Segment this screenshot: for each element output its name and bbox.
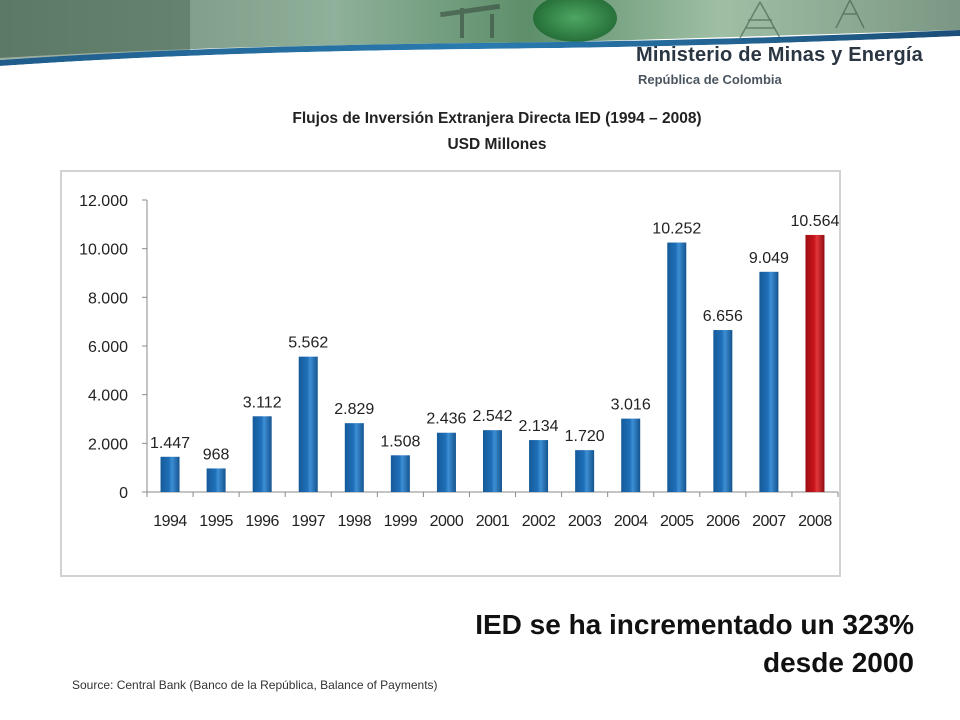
bar [252, 416, 272, 492]
data-label: 3.016 [611, 397, 651, 414]
banner-white-swoosh [0, 36, 960, 100]
x-tick-label: 2005 [660, 513, 694, 530]
y-tick-label: 6.000 [88, 339, 128, 356]
x-tick-label: 2000 [430, 513, 464, 530]
x-tick-label: 2006 [706, 513, 740, 530]
x-tick-label: 1996 [245, 513, 279, 530]
headline: IED se ha incrementado un 323% desde 200… [475, 606, 914, 682]
data-label: 6.656 [703, 308, 743, 325]
y-tick-label: 8.000 [88, 290, 128, 307]
chart-title-block: Flujos de Inversión Extranjera Directa I… [0, 106, 960, 158]
banner-blue-swoosh [0, 30, 960, 66]
headline-line-2: desde 2000 [763, 647, 914, 678]
x-tick-label: 2008 [798, 513, 832, 530]
ministry-name: Ministerio de Minas y Energía [636, 44, 923, 66]
banner-photo-strip [0, 0, 960, 58]
bar [436, 432, 456, 492]
data-label: 3.112 [243, 394, 282, 411]
data-label: 2.436 [426, 411, 466, 428]
data-label: 1.720 [565, 428, 605, 445]
x-tick-label: 1998 [338, 513, 372, 530]
data-label: 1.508 [380, 433, 420, 450]
bar [667, 242, 687, 492]
bar [483, 430, 502, 492]
globe-icon [533, 0, 617, 42]
power-tower-icon [739, 0, 865, 39]
x-tick-label: 1994 [153, 513, 187, 530]
y-tick-label: 4.000 [88, 388, 128, 405]
data-label: 2.542 [472, 408, 512, 425]
banner-dark-area [0, 0, 190, 60]
x-tick-label: 2003 [568, 513, 602, 530]
bar [206, 468, 226, 492]
bar [529, 440, 549, 492]
y-tick-label: 10.000 [79, 242, 128, 259]
chart-subtitle: USD Millones [447, 136, 547, 153]
bar [805, 234, 825, 492]
header-banner [0, 0, 960, 100]
bar [759, 271, 779, 492]
x-tick-label: 2002 [522, 513, 556, 530]
bar [713, 330, 733, 492]
data-label: 968 [203, 446, 230, 463]
republic-name: República de Colombia [638, 72, 782, 87]
data-label: 10.252 [652, 221, 701, 238]
bar [344, 423, 364, 492]
data-label: 9.049 [749, 250, 789, 267]
oil-pump-icon [440, 3, 501, 38]
data-label: 2.829 [334, 401, 374, 418]
y-tick-label: 12.000 [79, 193, 128, 210]
x-tick-label: 1997 [291, 513, 325, 530]
data-label: 2.134 [519, 418, 559, 435]
chart-frame [60, 170, 841, 577]
x-tick-label: 2004 [614, 513, 648, 530]
source-note: Source: Central Bank (Banco de la Repúbl… [72, 678, 438, 692]
data-label: 1.447 [150, 435, 190, 452]
chart-title: Flujos de Inversión Extranjera Directa I… [292, 110, 702, 127]
data-label: 5.562 [288, 335, 328, 352]
bar [621, 418, 641, 492]
x-tick-label: 1995 [199, 513, 233, 530]
bar [575, 450, 595, 492]
x-tick-label: 2007 [752, 513, 786, 530]
y-tick-label: 0 [119, 485, 128, 502]
x-tick-label: 1999 [384, 513, 418, 530]
bar [160, 456, 180, 492]
data-label: 10.564 [790, 213, 839, 230]
y-tick-label: 2.000 [88, 436, 128, 453]
bar [298, 356, 318, 492]
bar [390, 455, 410, 492]
headline-line-1: IED se ha incrementado un 323% [475, 609, 914, 640]
x-tick-label: 2001 [476, 513, 510, 530]
